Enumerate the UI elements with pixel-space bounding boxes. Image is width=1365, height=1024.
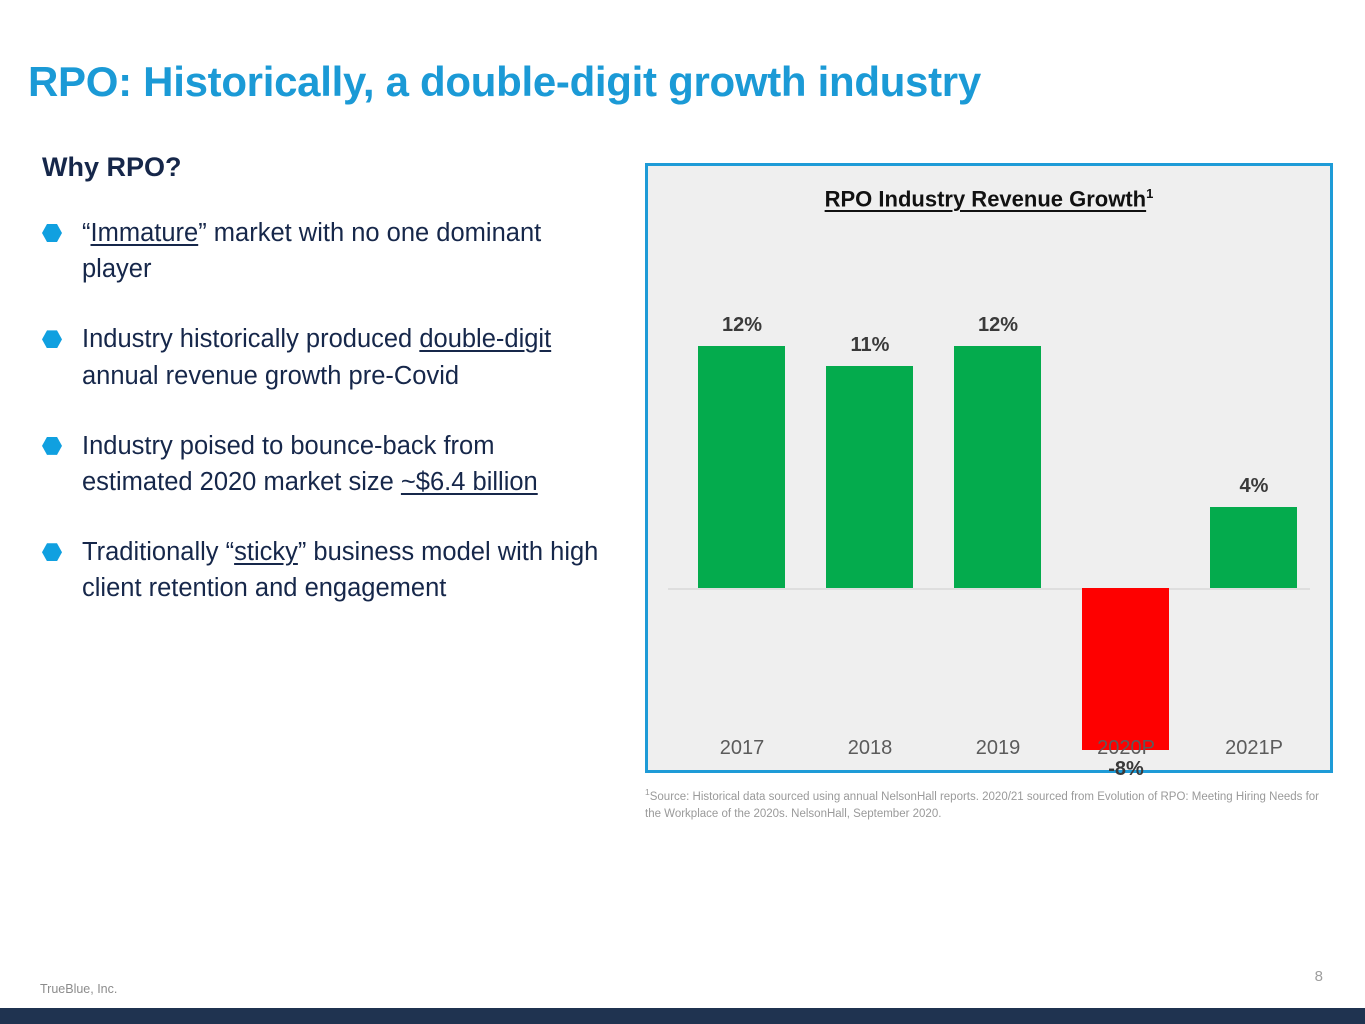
x-axis-tick-label: 2021P <box>1225 737 1283 759</box>
bullet-item: Traditionally “sticky” business model wi… <box>42 534 612 606</box>
bar-group: 12% 2017 <box>678 228 806 759</box>
page-title: RPO: Historically, a double-digit growth… <box>28 58 981 105</box>
chart-panel: RPO Industry Revenue Growth1 12% 2017 11% 2… <box>645 163 1333 780</box>
bar-value-label: 12% <box>721 313 763 336</box>
x-axis-tick-label: 2019 <box>975 737 1021 759</box>
hexagon-bullet-icon <box>42 330 62 349</box>
page-number: 8 <box>1314 968 1323 985</box>
footer-accent-bar <box>0 1008 1365 1024</box>
x-axis-tick-label: 2018 <box>847 737 893 759</box>
x-axis-tick-label: 2017 <box>719 737 765 759</box>
bar-group: 4% 2021P <box>1190 228 1318 759</box>
chart-title-footnote-marker: 1 <box>1146 186 1154 201</box>
chart-title-text: RPO Industry Revenue Growth <box>824 186 1147 212</box>
bullet-item: Industry historically produced double-di… <box>42 321 612 393</box>
bar-value-label: 4% <box>1239 475 1269 498</box>
bullet-item: Industry poised to bounce-back from esti… <box>42 428 612 500</box>
hexagon-bullet-icon <box>42 436 62 455</box>
bullet-double-digit: Industry historically produced double-di… <box>82 325 552 390</box>
bar-2020p[interactable] <box>1082 588 1169 750</box>
footnote-marker: 1 <box>645 787 650 797</box>
bar-2017[interactable] <box>698 345 785 588</box>
bar-value-label: -8% <box>1108 757 1144 780</box>
bar-group: 11% 2018 <box>806 228 934 759</box>
hexagon-bullet-icon <box>42 224 62 242</box>
chart-title: RPO Industry Revenue Growth1 <box>648 186 1330 212</box>
bar-2021p[interactable] <box>1210 507 1297 588</box>
footnote-text: Source: Historical data sourced using an… <box>645 790 1319 820</box>
footer-company-name: TrueBlue, Inc. <box>40 982 118 996</box>
x-axis-tick-label: 2020P <box>1097 737 1155 759</box>
bar-value-label: 12% <box>977 313 1019 336</box>
bar-group: 12% 2019 <box>934 228 1062 759</box>
bullet-bounce-back: Industry poised to bounce-back from esti… <box>82 431 538 497</box>
bullet-list: “Immature” market with no one dominant p… <box>42 215 612 607</box>
hexagon-bullet-icon <box>42 543 62 562</box>
bar-value-label: 11% <box>850 333 890 356</box>
why-rpo-section: Why RPO? “Immature” market with no one d… <box>42 152 612 641</box>
bar-2019[interactable] <box>954 345 1041 588</box>
bullet-immature: “Immature” market with no one dominant p… <box>82 219 542 284</box>
bullet-item: “Immature” market with no one dominant p… <box>42 215 612 287</box>
bar-2018[interactable] <box>826 365 913 588</box>
chart-footnote: 1Source: Historical data sourced using a… <box>645 786 1335 822</box>
bar-chart-plot-area: 12% 2017 11% 2018 12% 2019 -8% 2020P 4% 2021P <box>668 228 1310 780</box>
bullet-sticky: Traditionally “sticky” business model wi… <box>82 538 599 603</box>
section-heading: Why RPO? <box>42 152 182 182</box>
bar-group: -8% 2020P <box>1062 228 1190 780</box>
zero-axis-line <box>668 588 1310 590</box>
